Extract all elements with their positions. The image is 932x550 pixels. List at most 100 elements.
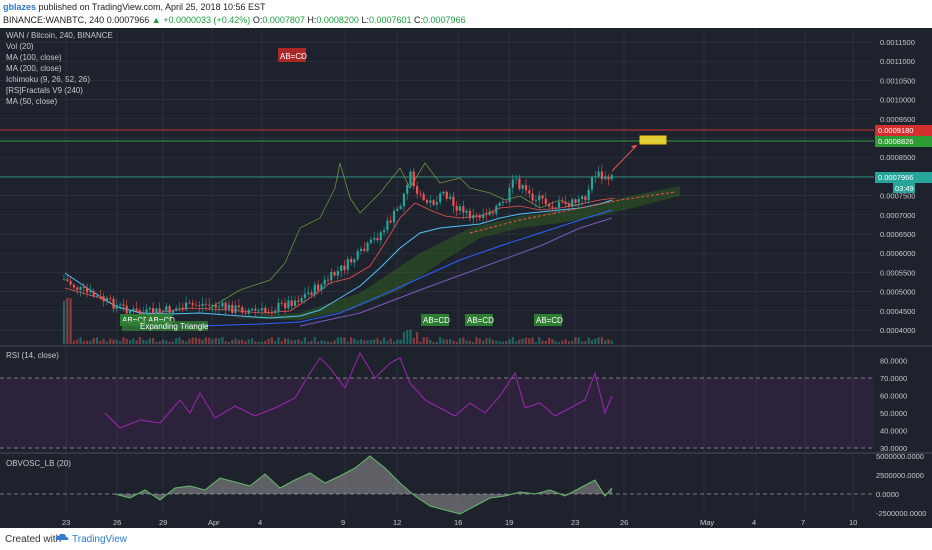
abcd-label-3: AB=CD <box>423 316 450 325</box>
volume-bar <box>511 337 514 344</box>
candle-body <box>307 292 310 294</box>
price-axis[interactable]: 0.0011500 0.0011000 0.0010500 0.0010000 0.00… <box>880 38 915 335</box>
volume-bar <box>501 341 504 344</box>
volume-bar <box>534 341 537 344</box>
candle-body <box>330 271 333 281</box>
candle-body <box>208 304 211 306</box>
candle-body <box>412 171 415 187</box>
volume-bar <box>251 338 254 344</box>
volume-bar <box>277 337 280 344</box>
abcd-box-4[interactable] <box>465 314 493 326</box>
candle-body <box>574 199 577 203</box>
candle-body <box>105 298 108 302</box>
volume-bar <box>155 341 158 344</box>
abcd-label-top: AB=CD <box>280 52 307 61</box>
volume-bar <box>584 341 587 344</box>
volume-bar <box>204 337 207 344</box>
last-price-tag-text: 0.0007966 <box>878 173 913 182</box>
volume-bar <box>386 340 389 344</box>
candle-body <box>482 214 485 219</box>
candle-body <box>511 179 514 188</box>
candle-body <box>531 193 534 201</box>
candle-body <box>191 302 194 305</box>
volume-bar <box>435 341 438 344</box>
candle-body <box>346 258 349 270</box>
legend-fractals[interactable]: [RS]Fractals V9 (240) <box>6 86 83 95</box>
time-tick-label: 23 <box>62 518 70 527</box>
candle-body <box>392 210 396 223</box>
candle-body <box>538 195 541 201</box>
volume-bar <box>515 341 518 344</box>
legend-ma200[interactable]: MA (200, close) <box>6 64 62 73</box>
candle-body <box>251 308 254 310</box>
candle-body <box>62 279 66 281</box>
volume-bar <box>82 341 85 344</box>
trendline-dashed[interactable] <box>469 191 676 234</box>
candle-body <box>326 279 330 281</box>
candle-body <box>317 284 320 291</box>
legend: WAN / Bitcoin, 240, BINANCE Vol (20) MA … <box>6 31 113 106</box>
rsi-axis[interactable]: 80.0000 70.0000 60.0000 50.0000 40.0000 30.00… <box>880 357 907 454</box>
volume-bar <box>359 339 363 344</box>
candle-body <box>386 220 389 231</box>
candle-body <box>600 171 603 180</box>
candle-body <box>604 176 607 180</box>
tradingview-brand[interactable]: TradingView <box>72 534 128 545</box>
legend-vol[interactable]: Vol (20) <box>6 42 34 51</box>
volume-bar <box>267 338 270 344</box>
candle-body <box>594 176 597 178</box>
projection-arrow-line[interactable] <box>611 144 638 172</box>
volume-bar <box>79 337 82 344</box>
candle-body <box>472 215 475 219</box>
high-label: H: <box>307 15 317 25</box>
candle-body <box>383 230 386 233</box>
arrowhead-icon <box>631 145 637 149</box>
obvosc-axis[interactable]: 5000000.0000 2500000.0000 0.0000 -2500000.0… <box>876 452 926 518</box>
author-link[interactable]: gblazes <box>3 2 37 12</box>
time-axis[interactable]: 23 26 29 Apr 4 9 12 16 19 23 26 May 4 7 10 <box>62 518 857 527</box>
volume-bar <box>119 341 122 344</box>
volume-bar <box>221 337 224 344</box>
legend-ma100[interactable]: MA (100, close) <box>6 53 62 62</box>
candle-body <box>204 303 207 305</box>
candle-body <box>336 271 339 276</box>
low-label: L: <box>361 15 369 25</box>
volume-bar <box>548 337 551 344</box>
target-box[interactable] <box>639 135 667 145</box>
volume-bar <box>419 341 422 344</box>
legend-ichimoku[interactable]: Ichimoku (9, 26, 52, 26) <box>6 75 90 84</box>
candle-body <box>389 220 392 223</box>
chart-canvas[interactable]: WAN / Bitcoin, 240, BINANCE Vol (20) MA … <box>0 28 932 528</box>
candle-body <box>175 308 178 311</box>
obvosc-title[interactable]: OBVOSC_LB (20) <box>6 459 71 468</box>
candle-body <box>119 304 122 306</box>
candle-body <box>508 187 511 202</box>
volume-bar <box>491 339 495 344</box>
rsi-title[interactable]: RSI (14, close) <box>6 351 59 360</box>
volume-bar <box>109 338 112 344</box>
volume-bar <box>270 337 273 344</box>
candle-body <box>125 305 128 314</box>
chart-area[interactable]: WAN / Bitcoin, 240, BINANCE Vol (20) MA … <box>0 28 932 528</box>
abcd-box-top[interactable] <box>278 48 306 62</box>
pattern-annotations[interactable]: AB=CD AB=CD AB=CD Expanding Triangle AB=… <box>120 48 563 331</box>
triangle-label-box[interactable] <box>122 321 208 331</box>
candle-body <box>145 309 148 314</box>
rsi-tick-label: 30.0000 <box>880 444 907 453</box>
volume-bar <box>62 300 66 344</box>
abcd-box-3[interactable] <box>421 314 449 326</box>
volume-bar <box>95 337 99 344</box>
price-tick-label: 0.0009500 <box>880 115 915 124</box>
rsi-line <box>104 351 613 429</box>
volume-bar <box>594 338 597 344</box>
volume-bar <box>541 340 544 344</box>
volume-bar <box>132 338 135 344</box>
candle-body <box>373 238 376 240</box>
candle-body <box>356 250 359 260</box>
candle-body <box>399 206 402 209</box>
legend-ma50[interactable]: MA (50, close) <box>6 97 57 106</box>
volume-bar <box>597 337 600 344</box>
volume-bar <box>208 337 211 344</box>
volume-bar <box>518 339 521 344</box>
abcd-box-5[interactable] <box>534 314 562 326</box>
